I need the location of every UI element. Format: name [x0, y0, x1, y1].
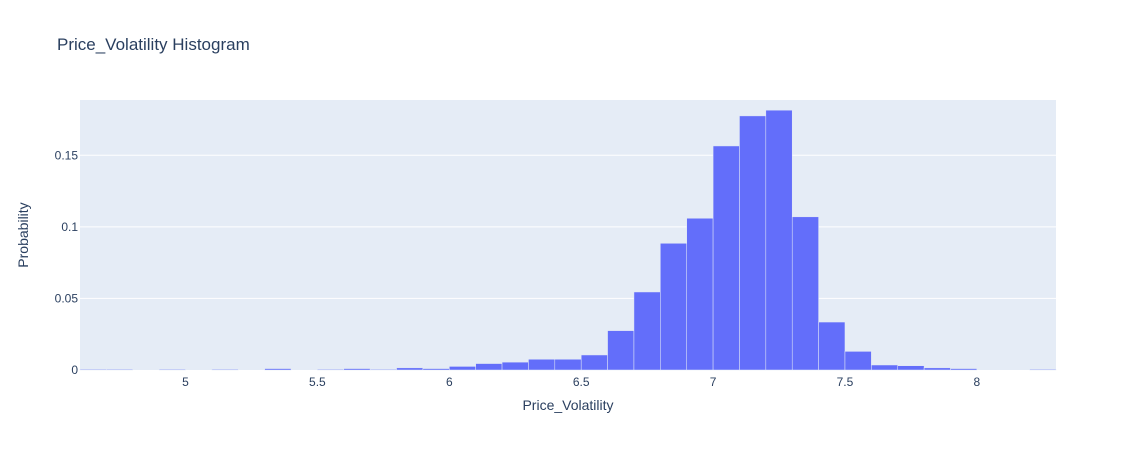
x-tick-label: 8: [974, 375, 981, 389]
x-tick-label: 5: [182, 375, 189, 389]
histogram-bar: [633, 291, 661, 371]
histogram-bar: [158, 369, 186, 371]
x-tick-label: 5.5: [309, 375, 326, 389]
histogram-bar: [79, 369, 107, 371]
histogram-bar: [449, 366, 476, 371]
histogram-bar: [950, 368, 978, 371]
x-tick-label: 6.5: [573, 375, 590, 389]
histogram-bar: [686, 218, 714, 371]
histogram-bar: [765, 109, 793, 371]
histogram-bar: [317, 369, 345, 371]
histogram-bar: [369, 369, 397, 371]
histogram-bar: [844, 351, 872, 371]
histogram-bar: [396, 367, 424, 371]
histogram-bar: [264, 368, 292, 371]
histogram-bar: [501, 361, 529, 371]
bars: [79, 109, 1057, 371]
histogram-bar: [211, 369, 239, 371]
y-tick-label: 0.1: [61, 220, 78, 234]
histogram-bar: [475, 363, 503, 371]
histogram-bar: [712, 145, 740, 371]
histogram-bar: [660, 243, 687, 371]
histogram-bar: [1029, 369, 1057, 371]
x-tick-label: 7: [710, 375, 717, 389]
x-tick-label: 7.5: [837, 375, 854, 389]
plot-area: [80, 100, 1056, 370]
histogram-bar: [554, 359, 582, 371]
histogram-bar: [580, 354, 608, 371]
y-tick-label: 0.05: [55, 291, 79, 305]
histogram-bar: [343, 368, 371, 371]
histogram-bar: [607, 330, 635, 371]
gridlines: [80, 154, 1056, 299]
histogram-bar: [739, 115, 767, 371]
histogram-bar: [871, 364, 898, 371]
histogram-bar: [791, 216, 819, 371]
histogram-bar: [923, 367, 951, 371]
histogram-bar: [528, 359, 556, 371]
histogram-bar: [818, 321, 846, 371]
histogram-bar: [106, 369, 134, 371]
histogram-bar: [422, 368, 450, 371]
y-tick-label: 0: [71, 363, 78, 377]
x-tick-label: 6: [446, 375, 453, 389]
x-axis-ticks: 5 5.5 6 6.5 7 7.5 8: [182, 375, 980, 389]
y-axis-title: Probability: [15, 202, 31, 267]
x-axis-title: Price_Volatility: [522, 397, 613, 413]
y-axis-ticks: 0 0.05 0.1 0.15: [55, 148, 79, 377]
y-tick-label: 0.15: [55, 148, 79, 162]
chart-title: Price_Volatility Histogram: [57, 35, 250, 54]
histogram-bar: [897, 365, 925, 371]
